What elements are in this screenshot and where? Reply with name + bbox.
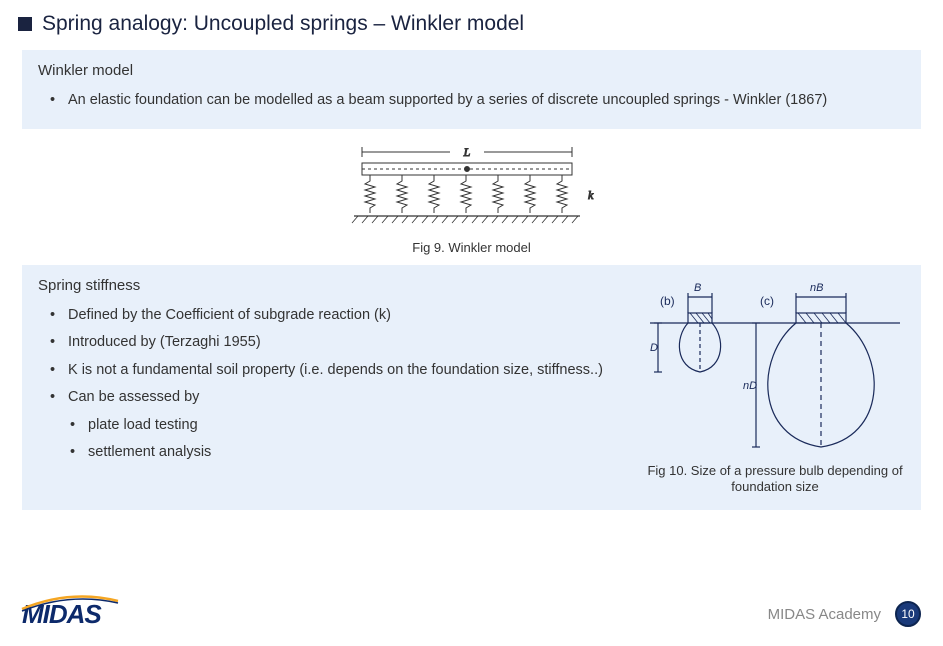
spring-stiffness-box: Spring stiffness Defined by the Coeffici…	[22, 265, 921, 511]
box2-list: Defined by the Coefficient of subgrade r…	[38, 302, 637, 412]
label-D: D	[650, 342, 658, 354]
winkler-model-diagram: L	[342, 139, 602, 229]
figure-9: L	[18, 139, 925, 255]
slide-title: Spring analogy: Uncoupled springs – Wink…	[42, 12, 524, 36]
title-row: Spring analogy: Uncoupled springs – Wink…	[18, 12, 925, 36]
label-B: B	[694, 282, 701, 294]
box2-text: Spring stiffness Defined by the Coeffici…	[38, 277, 637, 497]
box2-item: Defined by the Coefficient of subgrade r…	[50, 302, 637, 330]
slide: Spring analogy: Uncoupled springs – Wink…	[0, 0, 943, 646]
springs-group	[365, 175, 567, 213]
box1-list: An elastic foundation can be modelled as…	[38, 87, 905, 115]
figure-10: (b) B	[645, 277, 905, 497]
label-L: L	[462, 145, 470, 159]
label-nD: nD	[743, 380, 757, 392]
label-nB: nB	[810, 282, 823, 294]
label-c: (c)	[760, 294, 774, 308]
footer-right: MIDAS Academy 10	[768, 601, 921, 627]
pressure-bulb-diagram: (b) B	[650, 277, 900, 452]
label-b: (b)	[660, 294, 675, 308]
box2-sublist: plate load testing settlement analysis	[38, 412, 637, 467]
winkler-model-box: Winkler model An elastic foundation can …	[22, 50, 921, 129]
title-bullet-icon	[18, 17, 32, 31]
label-k: k	[588, 188, 594, 202]
academy-label: MIDAS Academy	[768, 606, 881, 623]
box2-item: K is not a fundamental soil property (i.…	[50, 357, 637, 385]
box2-subitem: settlement analysis	[70, 439, 637, 467]
box2-item: Introduced by (Terzaghi 1955)	[50, 329, 637, 357]
page-number: 10	[895, 601, 921, 627]
box2-heading: Spring stiffness	[38, 277, 637, 294]
box1-item: An elastic foundation can be modelled as…	[50, 87, 905, 115]
box2-item: Can be assessed by	[50, 384, 637, 412]
logo-swoosh-icon	[20, 595, 120, 613]
box1-heading: Winkler model	[38, 62, 905, 79]
midas-logo: MIDAS	[22, 599, 101, 630]
fig10-caption: Fig 10. Size of a pressure bulb dependin…	[645, 463, 905, 497]
fig9-caption: Fig 9. Winkler model	[18, 240, 925, 255]
footer: MIDAS MIDAS Academy 10	[0, 592, 943, 636]
box2-subitem: plate load testing	[70, 412, 637, 440]
